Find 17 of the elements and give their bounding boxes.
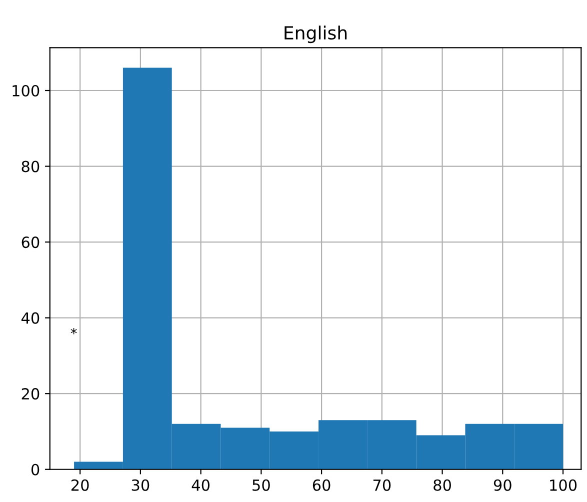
x-tick-label: 90 [494, 479, 512, 491]
x-tick-label: 20 [71, 479, 89, 491]
y-tick-label: 100 [12, 84, 40, 97]
x-tick-label: 80 [434, 479, 451, 491]
annotation: * [70, 328, 77, 334]
x-tick-label: 60 [312, 479, 330, 491]
x-tick-label: 100 [550, 479, 577, 491]
y-tick-label: 80 [22, 160, 40, 172]
y-tick-label: 0 [31, 464, 40, 476]
y-tick-label: 60 [22, 236, 40, 248]
x-tick-label: 30 [132, 479, 150, 491]
y-tick-label: 40 [21, 312, 40, 324]
x-tick-label: 50 [252, 479, 270, 491]
x-tick-label: 70 [373, 479, 391, 491]
chart-title: English [284, 26, 347, 44]
x-tick-label: 40 [192, 479, 210, 491]
y-tick-label: 20 [22, 388, 40, 400]
